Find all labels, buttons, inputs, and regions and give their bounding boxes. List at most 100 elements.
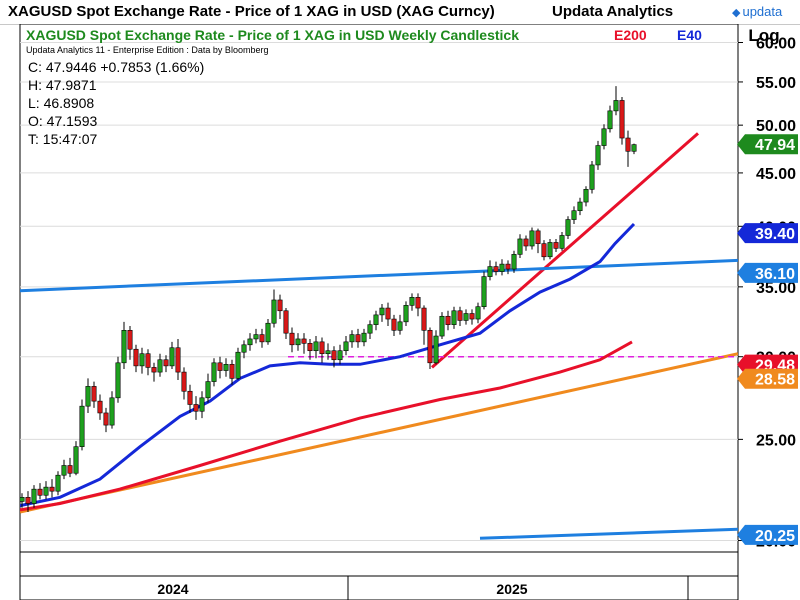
y-tick-label: 45.00 (756, 166, 796, 183)
candle (355, 328, 361, 348)
ohlc-open: O: 47.1593 (28, 113, 97, 129)
trendline (20, 352, 738, 514)
candle (49, 479, 55, 498)
candle (613, 86, 619, 116)
candle (307, 338, 313, 360)
candle (469, 309, 475, 325)
trendline (479, 527, 738, 540)
candle (211, 358, 217, 387)
overlay-lines (20, 132, 738, 540)
brand-name: Updata Analytics (552, 3, 674, 20)
logo-text: updata (742, 4, 783, 19)
candle (397, 314, 403, 335)
series-line-e200 (20, 340, 633, 512)
candle (529, 227, 535, 250)
candle (157, 353, 163, 377)
candle (217, 356, 223, 379)
candle (427, 327, 433, 369)
candle (181, 367, 187, 400)
scale-label: Log (748, 26, 779, 45)
candle (475, 302, 481, 324)
candle (517, 234, 523, 258)
candle (391, 314, 397, 337)
candle (601, 124, 607, 150)
candle (367, 320, 373, 339)
candle (577, 197, 583, 216)
candle (523, 235, 529, 251)
y-tick-label: 50.00 (756, 118, 796, 135)
ohlc-time: T: 15:47:07 (28, 131, 97, 147)
candle (547, 238, 553, 260)
candle (31, 485, 37, 508)
svg-text:28.58: 28.58 (755, 372, 795, 389)
candle (343, 336, 349, 356)
candle (229, 359, 235, 385)
updata-logo: ◆ updata (732, 4, 782, 19)
candle (505, 260, 511, 275)
price-chart[interactable]: XAGUSD Spot Exchange Rate - Price of 1 X… (0, 24, 800, 600)
window-header: XAGUSD Spot Exchange Rate - Price of 1 X… (0, 0, 800, 25)
candle (247, 333, 253, 351)
candle (373, 310, 379, 331)
candle (133, 344, 139, 373)
candle (421, 305, 427, 345)
candle (235, 347, 241, 380)
candle (145, 349, 151, 376)
candle (109, 391, 115, 429)
candle (589, 160, 595, 194)
candle (67, 457, 73, 478)
chart-subtitle: Updata Analytics 11 - Enterprise Edition… (26, 45, 268, 55)
plot-area[interactable] (19, 24, 739, 553)
candle (55, 471, 61, 496)
candle (607, 105, 613, 133)
candle (151, 362, 157, 382)
y-tick-label: 60.00 (756, 36, 796, 53)
y-tick-label: 55.00 (756, 75, 796, 92)
trendline (20, 258, 738, 293)
candle (463, 309, 469, 325)
candle (325, 343, 331, 360)
candle (193, 396, 199, 420)
svg-text:47.94: 47.94 (755, 137, 795, 154)
trendline (431, 132, 699, 369)
candle (331, 346, 337, 368)
candle (493, 261, 499, 276)
candle (175, 338, 181, 380)
candle (337, 344, 343, 365)
candle (169, 341, 175, 369)
candle (385, 302, 391, 327)
candle (37, 483, 43, 500)
candle (361, 328, 367, 347)
series-line-e40 (20, 222, 636, 508)
candle (415, 293, 421, 317)
price-label: 39.40 (737, 223, 798, 244)
candle (25, 491, 31, 512)
candle (205, 373, 211, 403)
candle (565, 216, 571, 239)
candle (619, 97, 625, 145)
candle (283, 308, 289, 339)
candle (595, 140, 601, 170)
y-axis: Log 20.0025.0030.0035.0040.0045.0050.005… (738, 26, 796, 551)
candle (499, 259, 505, 276)
svg-text:36.10: 36.10 (755, 266, 795, 283)
price-label: 36.10 (737, 262, 798, 283)
svg-text:20.25: 20.25 (755, 528, 795, 545)
candle (97, 394, 103, 420)
candle (79, 399, 85, 451)
y-tick-label: 35.00 (756, 280, 796, 297)
candle (259, 328, 265, 348)
candle (313, 336, 319, 359)
svg-text:39.40: 39.40 (755, 226, 795, 243)
candle (511, 250, 517, 273)
candle (85, 378, 91, 413)
candle (103, 407, 109, 433)
candle (379, 303, 385, 322)
candle (541, 240, 547, 261)
candle (289, 327, 295, 353)
candle (20, 493, 25, 508)
candle (631, 143, 637, 155)
candle (583, 186, 589, 207)
